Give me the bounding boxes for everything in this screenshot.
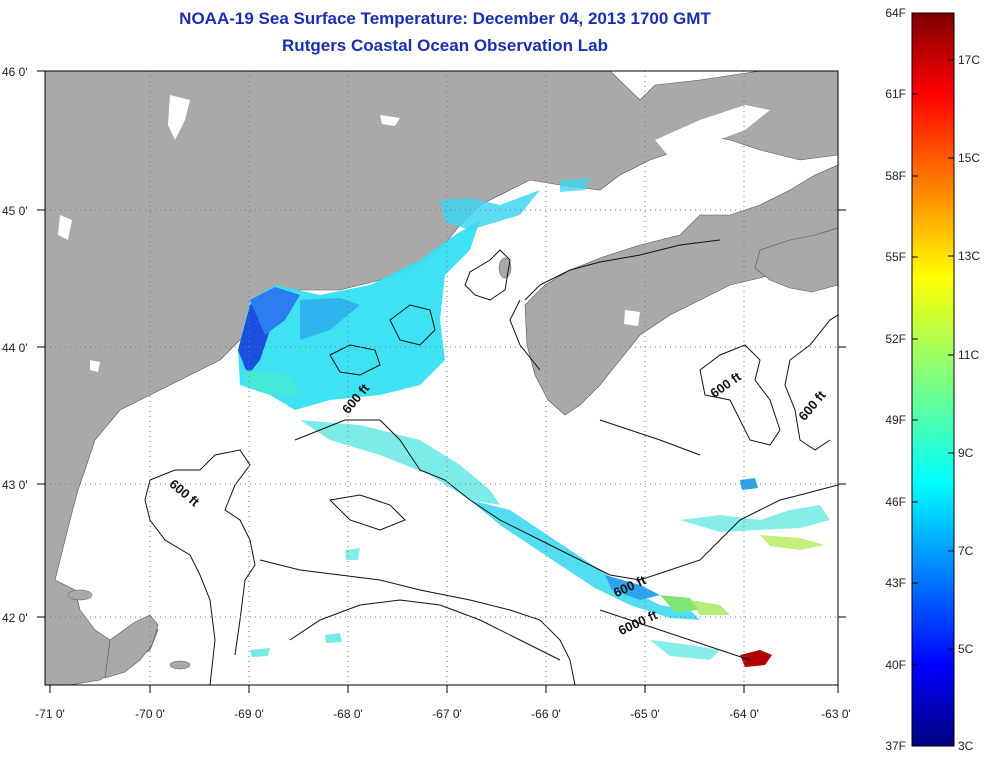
lon-label: -65 0': [630, 707, 660, 721]
map-frame: [44, 70, 839, 686]
map-subtitle: Rutgers Coastal Ocean Observation Lab: [282, 36, 608, 55]
colorbar-f-label: 46F: [885, 495, 906, 509]
colorbar-f-label: 52F: [885, 332, 906, 346]
lon-label: -66 0': [531, 707, 561, 721]
cape-cod: [104, 614, 159, 679]
colorbar-ticks: [912, 59, 954, 666]
cape-breton: [754, 227, 838, 293]
bay: [655, 105, 770, 158]
lake: [380, 115, 400, 126]
colorbar-c-label: 17C: [958, 53, 980, 67]
lat-label: 43 0': [2, 478, 28, 492]
axis-ticks: [37, 70, 846, 693]
colorbar-f-label: 64F: [885, 6, 906, 20]
lon-label: -69 0': [234, 707, 264, 721]
bathymetry-contours: [144, 239, 838, 685]
island: [498, 257, 512, 279]
colorbar-c-label: 5C: [958, 642, 974, 656]
colorbar-f-label: 43F: [885, 576, 906, 590]
lat-label: 45 0': [2, 204, 28, 218]
lake: [168, 95, 190, 140]
island: [169, 660, 191, 670]
lat-label: 44 0': [2, 341, 28, 355]
lat-label: 46 0': [2, 65, 28, 79]
colorbar-c-label: 7C: [958, 544, 974, 558]
lon-label: -63 0': [821, 707, 851, 721]
colorbar-c-label: 9C: [958, 446, 974, 460]
colorbar-f-label: 58F: [885, 169, 906, 183]
colorbar-c-label: 3C: [958, 739, 974, 753]
colorbar-f-label: 61F: [885, 87, 906, 101]
colorbar-f-label: 37F: [885, 739, 906, 753]
island: [67, 589, 93, 601]
colorbar-f-label: 49F: [885, 413, 906, 427]
lon-label: -67 0': [432, 707, 462, 721]
colorbar-c-label: 13C: [958, 249, 980, 263]
temperature-colorbar: [911, 12, 955, 747]
colorbar-f-label: 55F: [885, 250, 906, 264]
lake: [624, 310, 640, 326]
colorbar-f-label: 40F: [885, 658, 906, 672]
lon-label: -70 0': [135, 707, 165, 721]
lon-label: -68 0': [333, 707, 363, 721]
graticule: [45, 71, 838, 685]
colorbar-c-label: 11C: [958, 348, 979, 362]
lake: [58, 215, 72, 240]
colorbar-c-label: 15C: [958, 151, 980, 165]
lon-label: -64 0': [729, 707, 759, 721]
map-title: NOAA-19 Sea Surface Temperature: Decembe…: [179, 9, 711, 28]
lon-label: -71 0': [35, 707, 65, 721]
lake: [90, 360, 100, 372]
lat-label: 42 0': [2, 611, 28, 625]
